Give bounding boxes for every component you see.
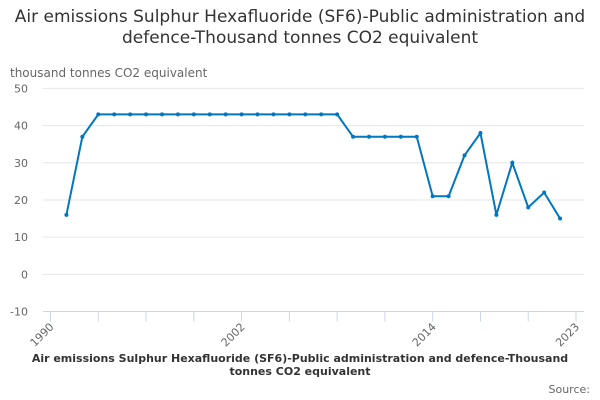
data-point	[271, 112, 276, 117]
y-tick-label: -10	[10, 306, 28, 319]
data-point	[159, 112, 164, 117]
data-point	[526, 205, 531, 210]
data-point	[112, 112, 117, 117]
x-tick-label: 2023	[553, 320, 582, 349]
data-point	[319, 112, 324, 117]
data-point	[382, 134, 387, 139]
chart-caption: Air emissions Sulphur Hexafluoride (SF6)…	[31, 352, 569, 378]
data-point	[398, 134, 403, 139]
y-tick-label: 10	[14, 231, 28, 244]
data-point	[303, 112, 308, 117]
y-tick-label: 20	[14, 194, 28, 207]
y-tick-label: 50	[14, 82, 28, 95]
data-point	[351, 134, 356, 139]
data-point	[255, 112, 260, 117]
data-point	[430, 194, 435, 199]
data-point	[494, 212, 499, 217]
x-tick-label: 2014	[410, 320, 439, 349]
data-point	[175, 112, 180, 117]
data-point	[478, 131, 483, 136]
data-point	[366, 134, 371, 139]
data-point	[96, 112, 101, 117]
source-label: Source:	[548, 383, 591, 396]
data-point	[191, 112, 196, 117]
data-point	[207, 112, 212, 117]
data-point	[64, 212, 69, 217]
data-point	[542, 190, 547, 195]
data-point	[80, 134, 85, 139]
y-axis-label: thousand tonnes CO2 equivalent	[10, 66, 208, 80]
data-point	[414, 134, 419, 139]
data-point	[462, 153, 467, 158]
y-tick-label: 0	[21, 268, 28, 281]
data-point	[144, 112, 149, 117]
series-line	[65, 113, 561, 220]
data-point	[558, 216, 563, 221]
x-tick-label: 1990	[28, 320, 57, 349]
data-point	[287, 112, 292, 117]
data-point	[128, 112, 133, 117]
data-point	[335, 112, 340, 117]
data-point	[223, 112, 228, 117]
chart-title: Air emissions Sulphur Hexafluoride (SF6)…	[14, 7, 586, 48]
y-tick-label: 40	[14, 120, 28, 133]
y-tick-label: 30	[14, 157, 28, 170]
data-point	[239, 112, 244, 117]
data-point	[446, 194, 451, 199]
x-tick-label: 2002	[219, 320, 248, 349]
data-point	[510, 160, 515, 165]
